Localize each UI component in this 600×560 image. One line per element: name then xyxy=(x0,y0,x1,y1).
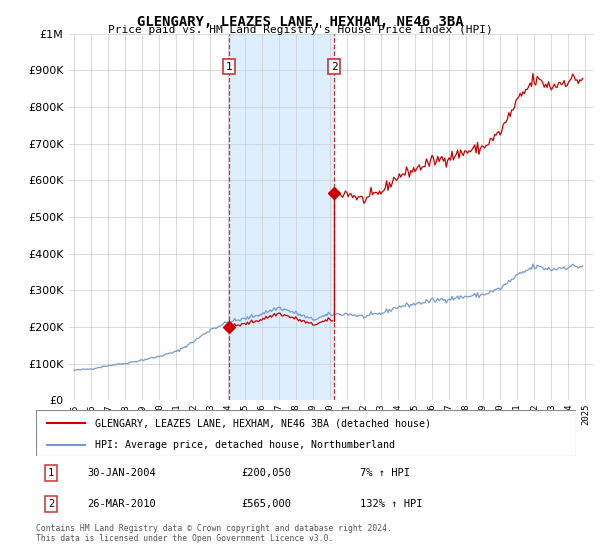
Text: £565,000: £565,000 xyxy=(241,499,291,509)
Text: 26-MAR-2010: 26-MAR-2010 xyxy=(88,499,156,509)
Text: 30-JAN-2004: 30-JAN-2004 xyxy=(88,468,156,478)
Text: GLENGARY, LEAZES LANE, HEXHAM, NE46 3BA (detached house): GLENGARY, LEAZES LANE, HEXHAM, NE46 3BA … xyxy=(95,418,431,428)
Text: 1: 1 xyxy=(48,468,54,478)
Text: £200,050: £200,050 xyxy=(241,468,291,478)
Text: 2: 2 xyxy=(331,62,337,72)
Text: 2: 2 xyxy=(48,499,54,509)
Text: This data is licensed under the Open Government Licence v3.0.: This data is licensed under the Open Gov… xyxy=(36,534,334,543)
Text: 7% ↑ HPI: 7% ↑ HPI xyxy=(360,468,410,478)
Bar xyxy=(229,34,334,400)
Text: 1: 1 xyxy=(226,62,232,72)
Text: HPI: Average price, detached house, Northumberland: HPI: Average price, detached house, Nort… xyxy=(95,440,395,450)
Text: Contains HM Land Registry data © Crown copyright and database right 2024.: Contains HM Land Registry data © Crown c… xyxy=(36,524,392,533)
Text: Price paid vs. HM Land Registry's House Price Index (HPI): Price paid vs. HM Land Registry's House … xyxy=(107,25,493,35)
Text: 132% ↑ HPI: 132% ↑ HPI xyxy=(360,499,422,509)
Text: GLENGARY, LEAZES LANE, HEXHAM, NE46 3BA: GLENGARY, LEAZES LANE, HEXHAM, NE46 3BA xyxy=(137,15,463,29)
